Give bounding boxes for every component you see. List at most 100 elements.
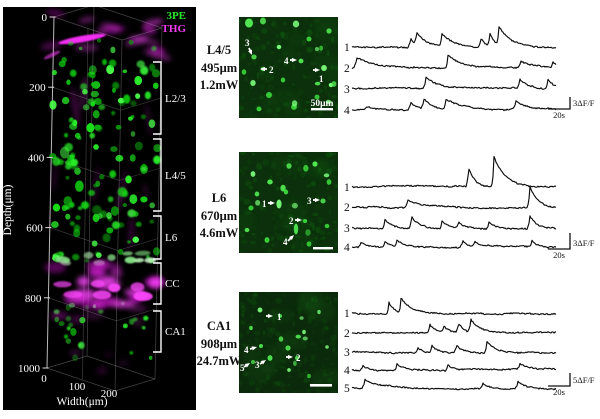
texture-blob bbox=[327, 195, 333, 201]
texture-blob bbox=[302, 73, 306, 79]
haze-blob bbox=[239, 210, 256, 232]
cell-marker-number: 2 bbox=[289, 216, 294, 226]
texture-blob bbox=[239, 57, 241, 63]
texture-blob bbox=[332, 297, 338, 301]
region-label: CA1 bbox=[165, 326, 186, 338]
trace-scalebar: 3ΔF/F 20s bbox=[548, 97, 595, 120]
texture-blob bbox=[249, 298, 257, 305]
texture-blob bbox=[318, 88, 324, 93]
trace-number-label: 4 bbox=[344, 365, 350, 377]
blob bbox=[151, 45, 157, 52]
texture-blob bbox=[239, 152, 247, 156]
cell-body bbox=[317, 309, 321, 315]
trace-line bbox=[351, 215, 557, 231]
texture-blob bbox=[330, 100, 336, 107]
blob bbox=[140, 114, 147, 120]
texture-blob bbox=[284, 235, 289, 241]
texture-blob bbox=[272, 113, 280, 118]
blob bbox=[61, 204, 67, 212]
texture-blob bbox=[278, 56, 281, 60]
texture-blob bbox=[261, 44, 267, 51]
texture-blob bbox=[313, 343, 317, 347]
texture-blob bbox=[248, 185, 254, 190]
depth-tick-label: 0 bbox=[42, 12, 48, 24]
blob bbox=[144, 91, 151, 100]
texture-blob bbox=[331, 94, 338, 99]
cell-body bbox=[331, 81, 337, 87]
blob bbox=[129, 351, 134, 355]
imaging-field-L6: 1 2 3 4 bbox=[239, 152, 338, 253]
texture-blob bbox=[291, 390, 298, 393]
blob bbox=[92, 298, 113, 308]
blob bbox=[95, 252, 102, 258]
texture-blob bbox=[279, 32, 287, 35]
blob bbox=[104, 352, 114, 357]
blob bbox=[86, 123, 95, 133]
blob bbox=[66, 326, 71, 331]
cell-body bbox=[266, 91, 272, 99]
texture-blob bbox=[239, 380, 244, 384]
blob bbox=[73, 224, 81, 232]
depth-tick-label: 400 bbox=[28, 152, 45, 164]
cell-body bbox=[250, 79, 256, 87]
texture-blob bbox=[256, 45, 262, 52]
blob bbox=[127, 305, 148, 312]
texture-blob bbox=[275, 186, 280, 191]
texture-blob bbox=[277, 380, 280, 386]
texture-blob bbox=[273, 381, 280, 387]
texture-blob bbox=[272, 380, 277, 384]
texture-blob bbox=[303, 358, 306, 365]
blob bbox=[65, 338, 72, 344]
texture-blob bbox=[266, 247, 273, 253]
marker-arrow-head bbox=[315, 67, 320, 73]
blob bbox=[51, 69, 57, 76]
blob bbox=[117, 187, 128, 197]
cell-body bbox=[320, 198, 326, 204]
blob bbox=[70, 158, 79, 167]
region-name: L6 bbox=[211, 191, 227, 205]
blob bbox=[110, 146, 118, 153]
cell-marker-number: 1 bbox=[262, 199, 267, 209]
texture-blob bbox=[274, 232, 278, 236]
texture-blob bbox=[249, 240, 256, 245]
blob bbox=[94, 98, 102, 105]
blob bbox=[152, 82, 159, 89]
texture-blob bbox=[319, 217, 323, 224]
texture-blob bbox=[325, 326, 329, 331]
texture-blob bbox=[267, 302, 270, 305]
blob bbox=[109, 170, 117, 179]
texture-blob bbox=[241, 233, 245, 238]
texture-blob bbox=[329, 388, 337, 393]
blob bbox=[108, 59, 117, 68]
trace-line bbox=[351, 297, 557, 316]
blob bbox=[64, 133, 69, 138]
texture-blob bbox=[250, 320, 256, 327]
texture-blob bbox=[324, 114, 330, 117]
blob bbox=[148, 63, 156, 72]
scale-bar-label: 50μm bbox=[311, 99, 334, 109]
blob bbox=[98, 104, 106, 111]
texture-blob bbox=[275, 33, 280, 38]
texture-blob bbox=[282, 33, 289, 40]
blob bbox=[106, 227, 114, 234]
cell-body bbox=[302, 336, 308, 341]
texture-blob bbox=[252, 20, 257, 24]
blob bbox=[128, 40, 134, 45]
texture-blob bbox=[240, 169, 246, 176]
texture-blob bbox=[273, 325, 281, 328]
cell-body bbox=[280, 184, 286, 192]
trace-scalebar: 3ΔF/F 20s bbox=[548, 233, 595, 260]
texture-blob bbox=[304, 357, 308, 363]
texture-blob bbox=[263, 332, 266, 339]
texture-blob bbox=[239, 343, 243, 346]
blob bbox=[153, 155, 161, 165]
texture-blob bbox=[239, 196, 245, 202]
texture-blob bbox=[251, 292, 259, 299]
blob bbox=[110, 206, 119, 216]
texture-blob bbox=[262, 244, 268, 249]
texture-blob bbox=[296, 360, 304, 366]
cell-body bbox=[314, 47, 320, 52]
scale-bar bbox=[313, 247, 333, 250]
